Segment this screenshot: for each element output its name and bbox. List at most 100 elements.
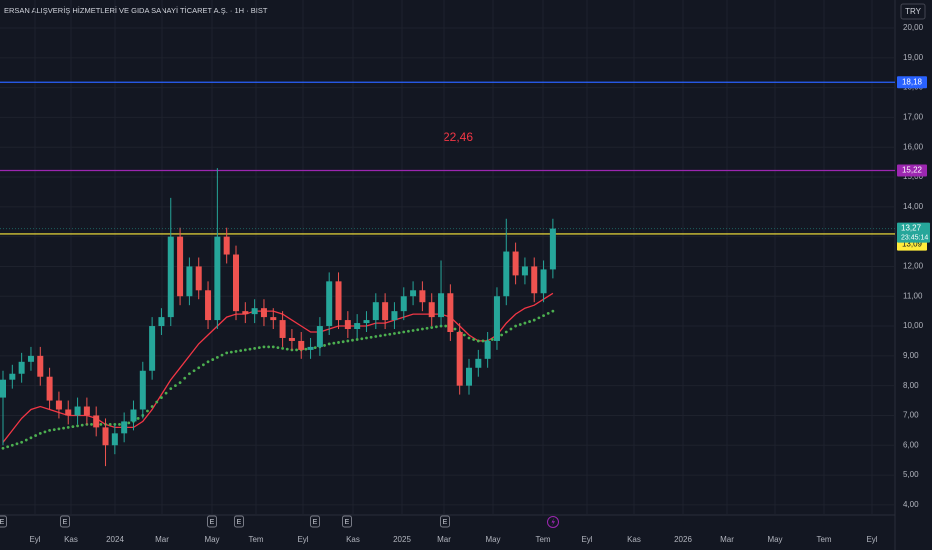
ma-dot xyxy=(243,348,247,352)
y-tick-label: 15,00 xyxy=(903,172,924,181)
candle-body xyxy=(167,236,174,318)
ma-dot-mid xyxy=(127,421,131,425)
ma-dot xyxy=(551,309,555,313)
dividend-icon xyxy=(547,516,559,528)
candle-body xyxy=(270,317,277,321)
ma-dot-mid xyxy=(99,422,103,426)
ma-dot xyxy=(383,333,387,337)
event-box xyxy=(234,515,244,528)
ma-dot xyxy=(29,436,33,440)
y-tick-label: 7,00 xyxy=(903,411,919,420)
x-tick-label: Kas xyxy=(64,535,78,544)
candle-body xyxy=(372,302,379,321)
candle-body xyxy=(466,367,472,386)
ma-dot xyxy=(514,324,517,328)
ma-dot-mid xyxy=(43,430,47,434)
event-label: E xyxy=(443,519,448,526)
x-tick-label: Tem xyxy=(816,535,831,544)
ma-dot xyxy=(66,425,70,429)
event-label: E xyxy=(237,519,242,526)
ma-dot xyxy=(253,346,257,350)
ma-dot-mid xyxy=(164,391,168,395)
ma-dot-mid xyxy=(108,422,112,426)
ma-dot-mid xyxy=(425,326,429,330)
candle-body xyxy=(214,236,221,321)
candle-body xyxy=(102,427,109,446)
countdown: 23:45:14 xyxy=(901,234,928,241)
ma-dot-mid xyxy=(434,325,438,329)
x-tick-label: 2026 xyxy=(674,535,692,544)
candle-body xyxy=(456,332,463,386)
candle-body xyxy=(111,433,118,446)
ma-dot xyxy=(1,446,5,450)
y-tick-label: 12,00 xyxy=(903,262,924,271)
x-tick-label: 2025 xyxy=(393,535,411,544)
ma-dot-mid xyxy=(34,434,38,437)
ma-dot xyxy=(10,443,14,447)
ma-dot-mid xyxy=(220,353,224,357)
y-tick-label: 19,00 xyxy=(903,53,924,62)
ma-dot xyxy=(76,424,79,428)
candle-body xyxy=(484,340,491,359)
ma-dot-mid xyxy=(481,339,485,343)
candle-body xyxy=(316,326,323,347)
ma-dot-mid xyxy=(416,328,420,332)
ma-dot-mid xyxy=(248,347,252,351)
ma-dot-mid xyxy=(6,445,10,449)
candle-body xyxy=(428,302,435,318)
ma-dot-mid xyxy=(341,340,345,344)
ma-dot xyxy=(271,345,275,349)
candle-body xyxy=(205,290,212,321)
x-tick-label: Mar xyxy=(437,535,451,544)
event-box xyxy=(342,515,352,528)
candle-body xyxy=(326,281,333,327)
x-tick-label: 2024 xyxy=(106,535,124,544)
ma-dot-mid xyxy=(462,333,466,337)
ma-dot-mid xyxy=(490,338,494,341)
ma-dot xyxy=(262,345,266,349)
ma-dot xyxy=(346,339,350,343)
currency[interactable]: TRY xyxy=(905,7,922,16)
candle-body xyxy=(195,266,202,291)
ma-dot-mid xyxy=(444,324,448,328)
candle-body xyxy=(447,293,454,333)
ma-dot-mid xyxy=(379,334,382,338)
candle-body xyxy=(391,311,398,321)
ma-dot xyxy=(411,329,415,332)
ma-dot-mid xyxy=(388,332,392,336)
ma-dot xyxy=(393,332,396,335)
ma-dot-mid xyxy=(118,422,121,426)
event-label: E xyxy=(210,519,215,526)
candle-body xyxy=(65,409,72,416)
event-label: E xyxy=(313,519,318,526)
ma-dot xyxy=(365,336,368,340)
ma-dot-mid xyxy=(537,316,541,320)
y-tick-label: 14,00 xyxy=(903,202,924,211)
y-tick-label: 5,00 xyxy=(903,470,919,479)
ma-dot xyxy=(467,336,471,340)
ma-dot-mid xyxy=(229,350,233,354)
event-box xyxy=(60,515,70,528)
dividend-bolt xyxy=(551,518,555,526)
currency-box[interactable] xyxy=(900,3,926,20)
candle-body xyxy=(223,236,230,255)
candle-body xyxy=(0,379,6,398)
candle-body xyxy=(400,296,407,312)
event-label: E xyxy=(0,519,5,526)
candle-body xyxy=(363,320,370,324)
ma-dot xyxy=(542,314,545,318)
candle-body xyxy=(438,293,445,318)
ma-dot xyxy=(523,321,527,325)
candle-body xyxy=(83,406,90,416)
candle-body xyxy=(55,400,62,410)
candle-body xyxy=(121,421,128,434)
candle-body xyxy=(307,346,314,350)
candle-body xyxy=(130,409,137,422)
candle-body xyxy=(382,302,389,321)
ma-dot-mid xyxy=(453,327,457,331)
x-tick-label: Tem xyxy=(248,535,263,544)
ma-dot-mid xyxy=(332,341,336,345)
ma-dot xyxy=(169,387,173,391)
ma-dot xyxy=(234,349,238,353)
ma-dot-mid xyxy=(397,331,401,335)
